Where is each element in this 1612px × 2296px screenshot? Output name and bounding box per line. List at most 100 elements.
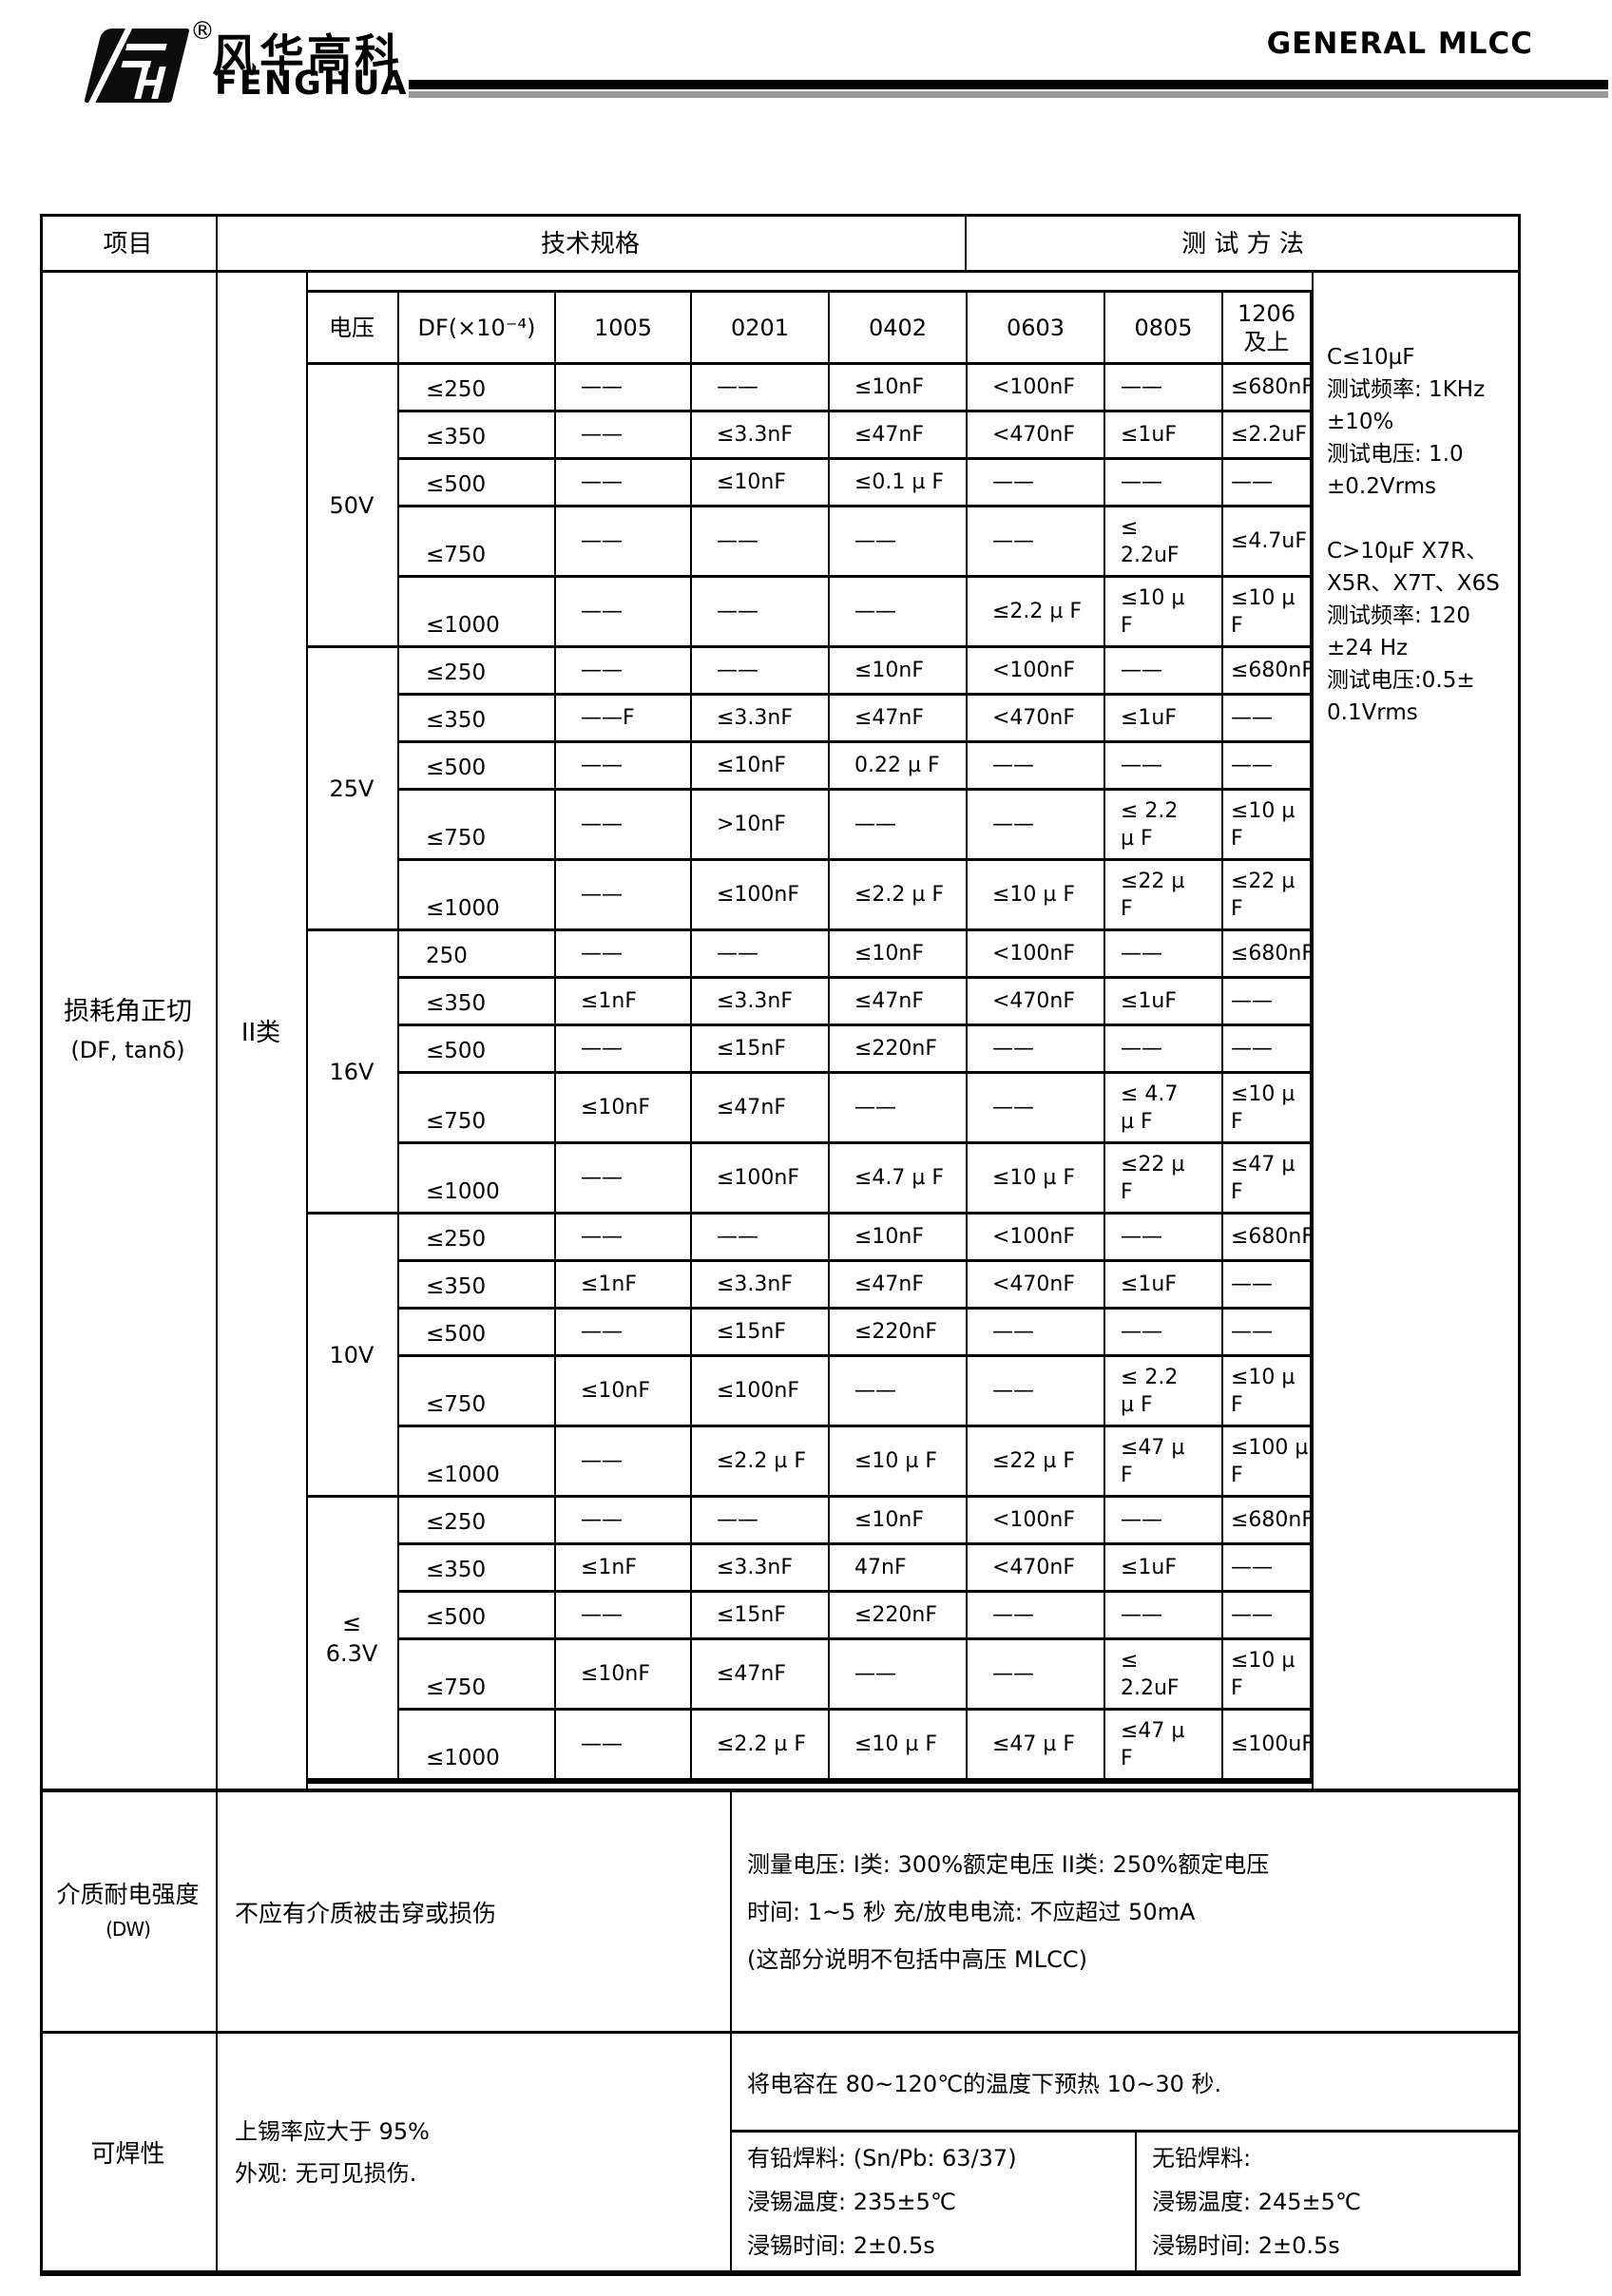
capacitance-limit-cell: —— bbox=[556, 507, 692, 578]
capacitance-limit-cell: —— bbox=[968, 1357, 1105, 1427]
capacitance-limit-cell: ≤10 µ F bbox=[830, 1427, 968, 1498]
capacitance-limit-cell: <470nF bbox=[968, 1545, 1105, 1593]
capacitance-limit-cell: —— bbox=[830, 791, 968, 861]
capacitance-limit-cell: —— bbox=[556, 460, 692, 507]
text-line: 浸锡时间: 2±0.5s bbox=[1152, 2231, 1340, 2259]
df-limit-cell: ≤350 bbox=[399, 696, 556, 743]
df-method-cell: C≤10µF 测试频率: 1KHz ±10% 测试电压: 1.0 ±0.2Vrms C>… bbox=[1314, 273, 1526, 1857]
capacitance-limit-cell: ≤2.2 µ F bbox=[830, 861, 968, 931]
dw-item-label-line1: 介质耐电强度 bbox=[56, 1880, 200, 1908]
capacitance-limit-cell: ≤1uF bbox=[1105, 1545, 1223, 1593]
spec-col-header: 0402 bbox=[830, 293, 968, 365]
class-column-divider bbox=[306, 273, 308, 1789]
text-line bbox=[1327, 503, 1526, 535]
text-line: 0.1Vrms bbox=[1327, 700, 1418, 725]
spec-col-header: 0201 bbox=[692, 293, 830, 365]
spec-col-header: 0603 bbox=[968, 293, 1105, 365]
capacitance-limit-cell: —— bbox=[968, 791, 1105, 861]
dw-spec-cell: 不应有介质被击穿或损伤 bbox=[235, 1899, 497, 1927]
capacitance-limit-cell: ≤10nF bbox=[830, 931, 968, 979]
capacitance-limit-cell: ≤2.2 µ F bbox=[968, 578, 1105, 648]
capacitance-limit-cell: —— bbox=[1105, 1215, 1223, 1262]
dw-method-cell: 测量电压: I类: 300%额定电压 II类: 250%额定电压 时间: 1~5 … bbox=[730, 1792, 1536, 2031]
text-line: 测试频率: 1KHz bbox=[1327, 377, 1486, 402]
logo-f-bar bbox=[125, 44, 167, 50]
dw-solder-divider bbox=[40, 2031, 1521, 2034]
capacitance-limit-cell: ≤680nF bbox=[1223, 365, 1312, 412]
capacitance-limit-cell: <100nF bbox=[968, 365, 1105, 412]
text-line: 测试电压:0.5± bbox=[1327, 668, 1475, 693]
capacitance-limit-cell: —— bbox=[692, 1215, 830, 1262]
text-line: C>10µF X7R、 bbox=[1327, 539, 1488, 564]
capacitance-limit-cell: ≤10 µ F bbox=[1223, 1074, 1312, 1144]
df-limit-cell: ≤250 bbox=[399, 1215, 556, 1262]
solder-leaded-cell: 有铅焊料: (Sn/Pb: 63/37) 浸锡温度: 235±5℃ 浸锡时间: 2±… bbox=[730, 2133, 1150, 2270]
capacitance-limit-cell: ≤10 µ F bbox=[1223, 1640, 1312, 1711]
capacitance-limit-cell: —— bbox=[830, 1640, 968, 1711]
voltage-cell: 25V bbox=[306, 648, 399, 931]
capacitance-limit-cell: ≤ 2.2 µ F bbox=[1105, 1357, 1223, 1427]
header-row-divider bbox=[40, 270, 1521, 273]
capacitance-limit-cell: ≤3.3nF bbox=[692, 1262, 830, 1310]
spec-col-header: 0805 bbox=[1105, 293, 1223, 365]
capacitance-limit-cell: >10nF bbox=[692, 791, 830, 861]
capacitance-limit-cell: ≤15nF bbox=[692, 1310, 830, 1357]
capacitance-limit-cell: —— bbox=[1105, 1310, 1223, 1357]
capacitance-limit-cell: ≤47 µ F bbox=[968, 1711, 1105, 1781]
capacitance-limit-cell: —— bbox=[692, 578, 830, 648]
text-line: 有铅焊料: (Sn/Pb: 63/37) bbox=[747, 2144, 1017, 2172]
dw-item-label: 介质耐电强度 (DW) bbox=[40, 1792, 216, 2031]
header-rule-shadow bbox=[409, 91, 1608, 98]
logo-h-bar bbox=[137, 80, 163, 86]
solder-preheat-cell: 将电容在 80~120℃的温度下预热 10~30 秒. bbox=[747, 2071, 1222, 2097]
capacitance-limit-cell: —— bbox=[1223, 1262, 1312, 1310]
df-limit-cell: ≤250 bbox=[399, 365, 556, 412]
capacitance-limit-cell: —— bbox=[968, 1026, 1105, 1074]
voltage-cell: 50V bbox=[306, 365, 399, 648]
capacitance-limit-cell: —— bbox=[830, 507, 968, 578]
solder-spec-cell: 上锡率应大于 95% 外观: 无可见损伤. bbox=[216, 2034, 747, 2270]
capacitance-limit-cell: —— bbox=[692, 648, 830, 696]
page-title: GENERAL MLCC bbox=[1266, 27, 1533, 61]
capacitance-limit-cell: —— bbox=[1223, 1545, 1312, 1593]
capacitance-limit-cell: ≤0.1 µ F bbox=[830, 460, 968, 507]
capacitance-limit-cell: ≤10nF bbox=[692, 460, 830, 507]
df-limit-cell: ≤500 bbox=[399, 743, 556, 791]
capacitance-limit-cell: ≤10nF bbox=[830, 648, 968, 696]
capacitance-limit-cell: <100nF bbox=[968, 931, 1105, 979]
capacitance-limit-cell: ≤10nF bbox=[692, 743, 830, 791]
capacitance-limit-cell: ≤3.3nF bbox=[692, 696, 830, 743]
capacitance-limit-cell: —— bbox=[692, 507, 830, 578]
df-limit-cell: ≤250 bbox=[399, 1498, 556, 1545]
voltage-cell: 16V bbox=[306, 931, 399, 1215]
capacitance-limit-cell: ≤10 µ F bbox=[1223, 1357, 1312, 1427]
capacitance-limit-cell: <470nF bbox=[968, 696, 1105, 743]
capacitance-limit-cell: ≤10nF bbox=[556, 1640, 692, 1711]
capacitance-limit-cell: ≤10nF bbox=[830, 1498, 968, 1545]
capacitance-limit-cell: —— bbox=[556, 1498, 692, 1545]
capacitance-limit-cell: ≤10nF bbox=[556, 1357, 692, 1427]
capacitance-limit-cell: —— bbox=[1223, 1026, 1312, 1074]
capacitance-limit-cell: —— bbox=[968, 743, 1105, 791]
capacitance-limit-cell: ≤47 µ F bbox=[1223, 1144, 1312, 1215]
capacitance-limit-cell: ≤10nF bbox=[556, 1074, 692, 1144]
capacitance-limit-cell: ≤22 µ F bbox=[1223, 861, 1312, 931]
capacitance-limit-cell: ≤10 µ F bbox=[968, 1144, 1105, 1215]
text-line: 无铅焊料: bbox=[1152, 2144, 1252, 2172]
capacitance-limit-cell: —— bbox=[1105, 1026, 1223, 1074]
capacitance-limit-cell: —— bbox=[1105, 365, 1223, 412]
capacitance-limit-cell: ≤47 µ F bbox=[1105, 1711, 1223, 1781]
spec-col-header: 电压 bbox=[306, 293, 399, 365]
spec-col-header: DF(×10⁻⁴) bbox=[399, 293, 556, 365]
capacitance-limit-cell: ≤22 µ F bbox=[1105, 861, 1223, 931]
capacitance-limit-cell: 0.22 µ F bbox=[830, 743, 968, 791]
capacitance-limit-cell: —— bbox=[1105, 1593, 1223, 1640]
capacitance-limit-cell: ≤2.2 µ F bbox=[692, 1711, 830, 1781]
capacitance-limit-cell: —— bbox=[830, 578, 968, 648]
class-ii-label: II类 bbox=[240, 1019, 281, 1047]
text-line: 浸锡时间: 2±0.5s bbox=[747, 2231, 935, 2259]
spec-grid: 电压 DF(×10⁻⁴) 1005 0201 0402 0603 0805 1206 及上 50… bbox=[306, 290, 1312, 1784]
spec-col-header: 1005 bbox=[556, 293, 692, 365]
capacitance-limit-cell: —— bbox=[556, 1215, 692, 1262]
capacitance-limit-cell: ≤1uF bbox=[1105, 1262, 1223, 1310]
